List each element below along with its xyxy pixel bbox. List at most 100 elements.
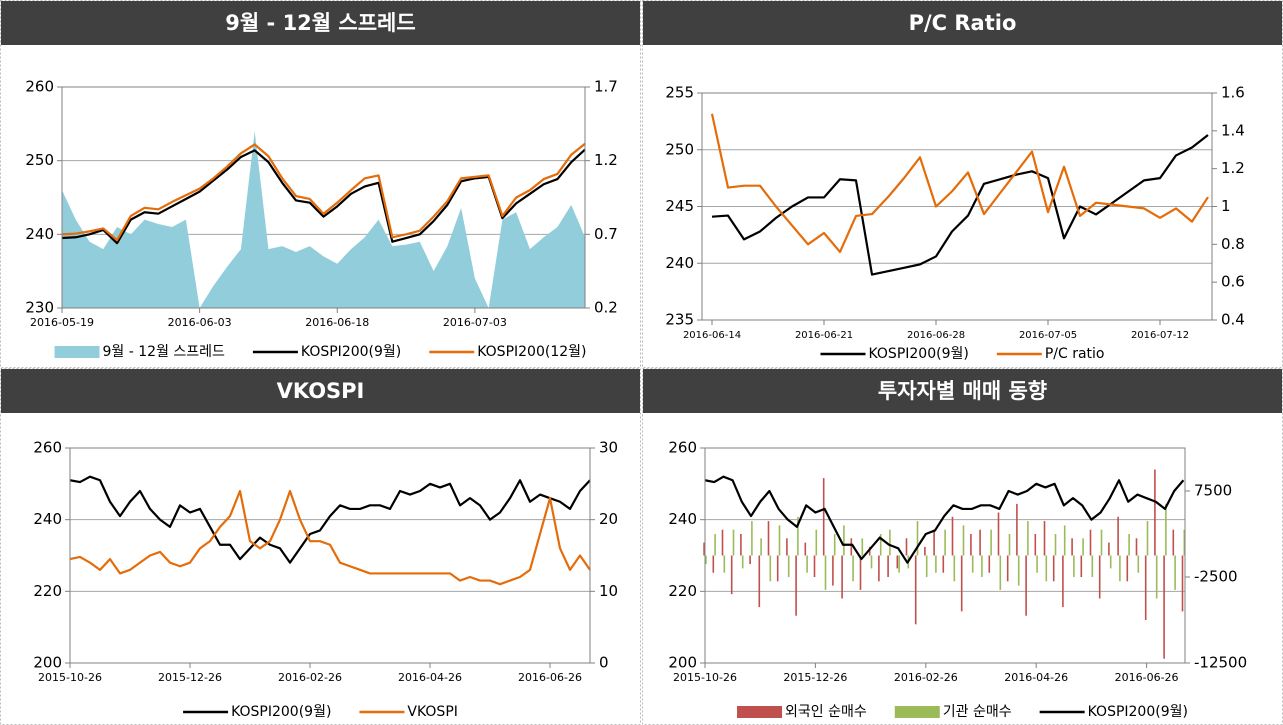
y2-tick-label: 1 [1221,197,1231,215]
bar [1091,555,1094,577]
y-tick-label: 240 [25,225,54,243]
header-bar [1,1,640,45]
bar [730,555,733,595]
x-tick-label: 2016-06-21 [795,330,853,341]
bar [703,542,705,556]
bar [970,534,972,556]
y-tick-label: 200 [33,654,62,672]
legend-label: 기관 순매수 [943,704,1012,720]
legend-label: P/C ratio [1045,346,1105,362]
bar [979,529,981,556]
y-tick-label: 200 [668,654,697,672]
bar [981,555,983,577]
bar [714,534,716,556]
bar [1089,529,1092,556]
bar [990,529,992,556]
bar [962,525,965,556]
y-tick-label: 245 [665,197,694,215]
area [62,131,585,308]
bar [1154,469,1156,556]
x-tick-label: 2016-07-05 [1019,330,1077,341]
legend-label: KOSPI200(9월) [231,704,331,720]
bar [787,555,790,577]
bar [1098,555,1101,599]
bar [1017,555,1020,586]
bar [925,555,928,577]
y2-tick-label: 20 [599,510,618,528]
legend-swatch [54,346,100,358]
legend-label: KOSPI200(12월) [477,344,586,360]
y-tick-label: 250 [25,151,54,169]
x-tick-label: 2016-06-14 [683,330,741,341]
bar [795,555,797,616]
line [710,113,1209,253]
bar [705,555,707,565]
bar [712,555,715,573]
y-tick-label: 260 [25,78,54,96]
bar [951,516,954,556]
chart-title: 투자자별 매매 동향 [878,379,1047,403]
y2-tick-label: -12500 [1194,654,1247,672]
bar [721,529,724,556]
plot-frame [701,92,1213,321]
bar [1054,534,1057,556]
bar [1108,542,1110,556]
bar [824,555,827,590]
bar [1144,555,1147,620]
bar [997,512,1000,556]
bar [889,529,891,556]
line [69,489,591,586]
x-tick-label: 2015-12-26 [783,671,847,684]
bar [870,555,873,569]
bar [813,555,816,577]
bar [1082,538,1084,556]
y2-tick-label: 7500 [1194,482,1232,500]
bar [1036,555,1038,573]
bar [1045,555,1048,582]
y2-tick-label: -2500 [1194,568,1238,586]
bar [760,538,762,556]
bar [1052,555,1055,582]
y-tick-label: 240 [668,510,697,528]
x-tick-label: 2015-10-26 [38,671,102,684]
y2-tick-label: 1.6 [1221,84,1245,102]
bar [1071,538,1073,556]
bar [960,555,963,612]
y-tick-label: 255 [665,84,694,102]
header-bar [1,369,640,413]
bar [797,516,799,556]
y-tick-label: 220 [668,582,697,600]
line [61,142,586,242]
bar [1137,555,1140,573]
bar [1016,503,1018,556]
x-tick-label: 2016-07-03 [443,316,507,329]
y-tick-label: 240 [33,510,62,528]
bar [841,555,843,599]
bar [1100,529,1103,556]
bar [1008,534,1011,556]
x-tick-label: 2016-06-26 [1115,671,1179,684]
y2-tick-label: 0.6 [1221,273,1245,291]
bar [832,555,834,586]
bar [740,534,742,556]
chart-title: P/C Ratio [909,11,1017,35]
bar [942,555,945,573]
bar [776,555,779,582]
bar [868,546,871,556]
y2-tick-label: 0 [599,654,609,672]
bar [924,546,926,556]
y2-tick-label: 1.4 [1221,121,1245,139]
y2-tick-label: 10 [599,582,618,600]
x-tick-label: 2016-06-18 [305,316,369,329]
y2-tick-label: 0.7 [594,225,618,243]
bar [732,529,735,556]
bar [1006,555,1009,582]
bar [1155,555,1158,599]
bar [971,555,974,573]
bar [1080,555,1083,577]
bar [778,525,781,556]
bar [1135,538,1138,556]
legend-label: 외국인 순매수 [785,704,867,720]
legend-label: 9월 - 12월 스프레드 [103,344,226,360]
y2-tick-label: 1.7 [594,78,618,96]
